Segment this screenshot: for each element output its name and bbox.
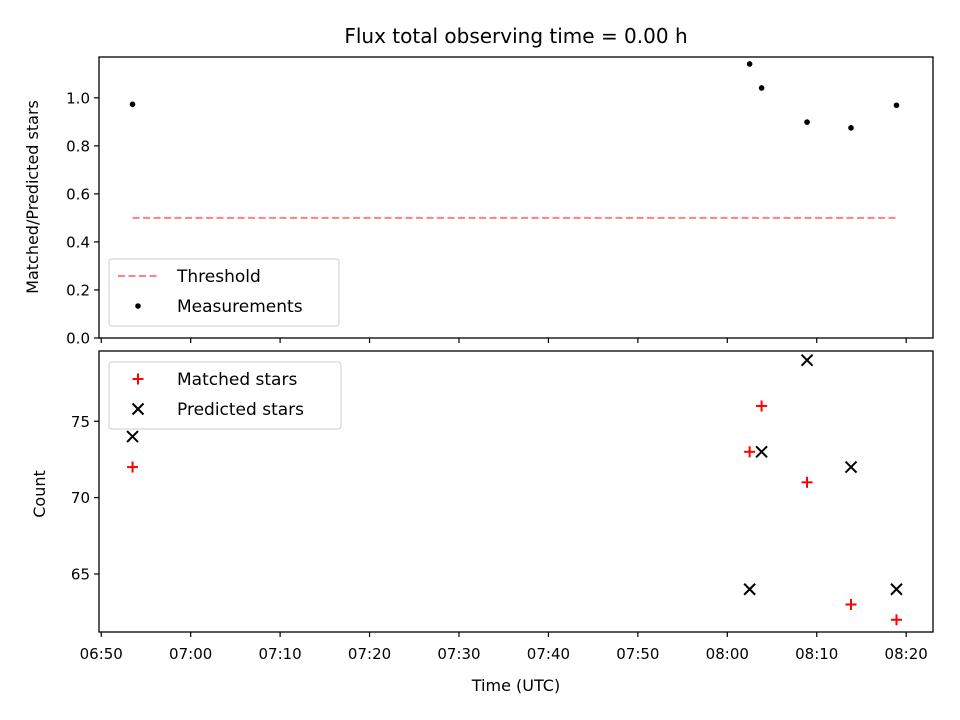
bottom-y-tick-label: 75	[71, 413, 90, 431]
top-y-tick-label: 1.0	[66, 89, 90, 107]
measurement-point	[129, 101, 136, 108]
x-tick-label: 07:30	[437, 645, 480, 663]
x-tick-label: 07:40	[527, 645, 570, 663]
bottom-series	[126, 353, 903, 626]
top-y-tick-label: 0.6	[66, 185, 90, 203]
bottom-y-tick-label: 65	[71, 565, 90, 583]
legend-label: Threshold	[176, 267, 261, 287]
x-tick-label: 07:20	[348, 645, 391, 663]
top-y-tick-label: 0.2	[66, 281, 90, 299]
legend-matched-swatch	[132, 373, 144, 385]
bottom-y-ticks: 65 70 75	[71, 413, 99, 583]
bottom-x-ticks: 06:50 07:00 07:10 07:20 07:30 07:40 07:50 08:00…	[80, 632, 928, 663]
bottom-panel: 65 70 75 06:50 07:00 07:10 07:20 07:30 07:40 07:…	[30, 350, 934, 663]
predicted-star-point	[890, 583, 903, 596]
top-y-tick-label: 0.0	[66, 330, 90, 348]
measurement-point	[893, 102, 900, 109]
measurement-point	[758, 85, 765, 91]
predicted-star-point	[844, 460, 858, 474]
top-legend: Threshold Measurements	[108, 258, 340, 327]
bottom-y-tick-label: 70	[71, 489, 90, 507]
bottom-plot-area	[98, 350, 934, 633]
top-series	[129, 61, 900, 219]
x-tick-label: 07:50	[616, 645, 659, 663]
measurement-point	[746, 61, 753, 67]
legend-label: Measurements	[177, 297, 303, 317]
top-y-tick-label: 0.8	[66, 137, 90, 155]
matched-star-point	[890, 614, 902, 626]
matched-star-point	[756, 400, 768, 412]
measurement-point	[848, 125, 854, 131]
matched-star-point	[801, 476, 813, 488]
measurement-point	[804, 119, 810, 125]
top-x-ticks	[100, 338, 907, 343]
legend-predicted-swatch	[131, 402, 145, 416]
top-y-tick-label: 0.4	[66, 233, 90, 251]
predicted-star-point	[743, 583, 756, 596]
matched-star-point	[127, 461, 139, 473]
legend-measurement-swatch	[135, 303, 141, 309]
x-tick-label: 06:50	[80, 645, 123, 663]
x-tick-label: 08:00	[706, 645, 749, 663]
legend-label: Predicted stars	[177, 400, 304, 420]
top-y-axis-label: Matched/Predicted stars	[23, 100, 42, 294]
chart-title: Flux total observing time = 0.00 h	[344, 24, 687, 48]
bottom-legend-box	[108, 361, 342, 430]
top-panel: 0.0 0.2 0.4 0.6 0.8 1.0 Matched/Predicted sta…	[23, 56, 934, 348]
legend-label: Matched stars	[177, 370, 297, 390]
x-tick-label: 08:10	[795, 645, 838, 663]
predicted-star-point	[126, 430, 139, 443]
bottom-y-axis-label: Count	[30, 470, 49, 518]
top-y-ticks: 0.0 0.2 0.4 0.6 0.8 1.0	[66, 89, 99, 348]
top-plot-area	[98, 56, 934, 339]
predicted-star-point	[755, 445, 768, 459]
predicted-star-point	[800, 353, 814, 367]
x-tick-label: 07:00	[169, 645, 212, 663]
top-legend-box	[108, 258, 340, 327]
matched-star-point	[744, 446, 756, 458]
matched-star-point	[845, 599, 857, 611]
x-tick-label: 07:10	[258, 645, 301, 663]
x-axis-label: Time (UTC)	[471, 676, 560, 695]
bottom-legend: Matched stars Predicted stars	[108, 361, 342, 430]
x-tick-label: 08:20	[885, 645, 928, 663]
